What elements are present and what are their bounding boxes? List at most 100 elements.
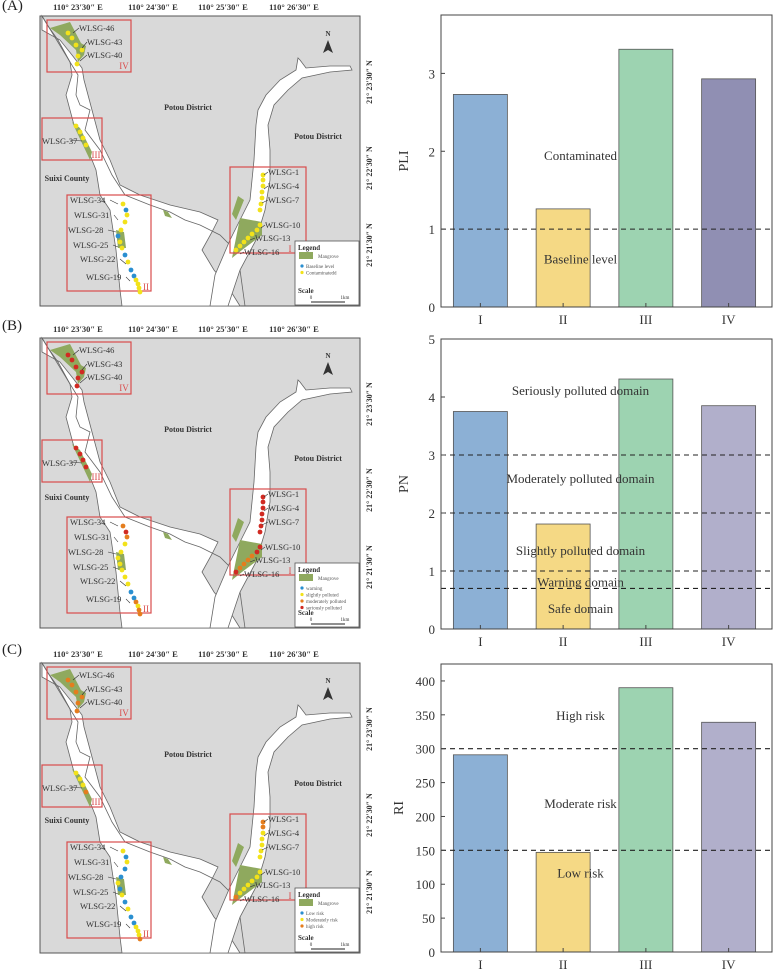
site-label: WLSG-46 — [79, 23, 114, 33]
legend-title: Legend — [298, 891, 320, 899]
sampling-point — [122, 574, 128, 580]
sampling-point — [73, 689, 79, 695]
legend-item-label: Baseline level — [306, 265, 335, 270]
site-leader-line — [81, 41, 88, 49]
zone-label: Seriously polluted domain — [512, 383, 650, 398]
sampling-point — [233, 247, 239, 253]
sampling-point — [73, 42, 79, 48]
site-label: WLSG-46 — [79, 345, 114, 355]
site-leader-line — [72, 27, 80, 34]
zone-label: Contaminated — [544, 148, 617, 163]
region-label-IV: IV — [119, 61, 129, 71]
site-leader-line — [72, 674, 80, 681]
site-label: WLSG-22 — [80, 254, 115, 264]
district-label: Potou District — [294, 454, 342, 463]
longitude-label: 110° 23′30″ E — [53, 649, 103, 659]
site-label: WLSG-43 — [87, 359, 122, 369]
site-label: WLSG-4 — [268, 181, 300, 191]
site-label: WLSG-19 — [86, 919, 121, 929]
y-tick-label: 4 — [429, 390, 436, 405]
sampling-point — [83, 142, 89, 148]
longitude-label: 110° 23′30″ E — [53, 324, 103, 334]
sampling-point — [249, 553, 255, 559]
region-box-IV — [46, 19, 132, 73]
sampling-point — [79, 47, 85, 53]
site-label: WLSG-16 — [244, 569, 279, 579]
site-label: WLSG-31 — [74, 532, 109, 542]
longitude-label: 110° 24′30″ E — [128, 2, 178, 12]
sampling-point — [122, 541, 128, 547]
north-label: N — [325, 352, 330, 360]
sampling-point — [115, 555, 121, 561]
sampling-point — [79, 694, 85, 700]
y-tick-label: 0 — [429, 300, 436, 315]
sampling-point — [260, 505, 266, 511]
zone-label: High risk — [556, 708, 605, 723]
sampling-point — [254, 874, 260, 880]
sampling-point — [137, 289, 143, 295]
sampling-point — [74, 708, 80, 714]
y-tick-label: 2 — [429, 144, 436, 159]
x-tick-label: IV — [722, 634, 736, 647]
district-label: Potou District — [164, 750, 212, 759]
sampling-point — [128, 589, 134, 595]
legend-item-label: high risk — [306, 925, 324, 930]
site-label: WLSG-25 — [73, 240, 108, 250]
zone-label: Warning domain — [537, 574, 624, 589]
sampling-point — [69, 357, 75, 363]
legend-dot — [300, 586, 304, 590]
legend-title: Legend — [298, 244, 320, 252]
site-leader-line — [107, 876, 117, 880]
site-leader-line — [249, 884, 256, 888]
x-tick-label: I — [478, 957, 482, 972]
longitude-label: 110° 26′30″ E — [269, 324, 319, 334]
site-leader-line — [260, 224, 266, 229]
sampling-point — [118, 227, 124, 233]
site-leader-line — [119, 258, 127, 265]
mangrove-patch — [232, 843, 244, 867]
sampling-point — [233, 569, 239, 575]
sampling-point — [135, 603, 141, 609]
longitude-label: 110° 25′30″ E — [198, 324, 248, 334]
panel-label-a: (A) — [2, 0, 23, 14]
site-leader-line — [263, 832, 269, 837]
legend-swatch-mangrove — [299, 252, 313, 259]
sampling-point — [136, 607, 142, 613]
site-label: WLSG-40 — [87, 50, 122, 60]
sampling-point — [259, 517, 265, 523]
coast-line — [41, 662, 246, 954]
longitude-label: 110° 25′30″ E — [198, 2, 248, 12]
region-box-II — [66, 516, 152, 614]
x-tick-label: III — [639, 957, 652, 972]
sampling-point — [83, 789, 89, 795]
sampling-point — [122, 219, 128, 225]
legend-title: Legend — [298, 566, 320, 574]
sampling-point — [260, 499, 266, 505]
site-leader-line — [125, 923, 131, 929]
site-leader-line — [113, 536, 119, 543]
sampling-point — [260, 830, 266, 836]
sampling-point — [135, 928, 141, 934]
region-label-II: II — [143, 929, 149, 939]
district-label: Potou District — [294, 779, 342, 788]
north-arrow-icon — [323, 40, 333, 53]
region-label-III: III — [92, 472, 101, 482]
legend-dot — [300, 599, 304, 603]
site-leader-line — [261, 846, 269, 851]
longitude-label: 110° 24′30″ E — [128, 649, 178, 659]
sampling-point — [73, 770, 79, 776]
sampling-point — [122, 866, 128, 872]
sampling-point — [258, 201, 264, 207]
site-label: WLSG-7 — [268, 842, 299, 852]
bar-III — [618, 378, 674, 630]
site-label: WLSG-37 — [42, 136, 77, 146]
sampling-point — [122, 252, 128, 258]
sampling-point — [124, 534, 130, 540]
bar-II — [535, 208, 591, 308]
sampling-point — [259, 195, 265, 201]
x-tick-label: III — [639, 634, 652, 647]
scale-end: 1km — [341, 296, 350, 301]
site-leader-line — [125, 598, 131, 604]
y-tick-label: 400 — [416, 674, 436, 689]
sampling-point — [257, 207, 263, 213]
